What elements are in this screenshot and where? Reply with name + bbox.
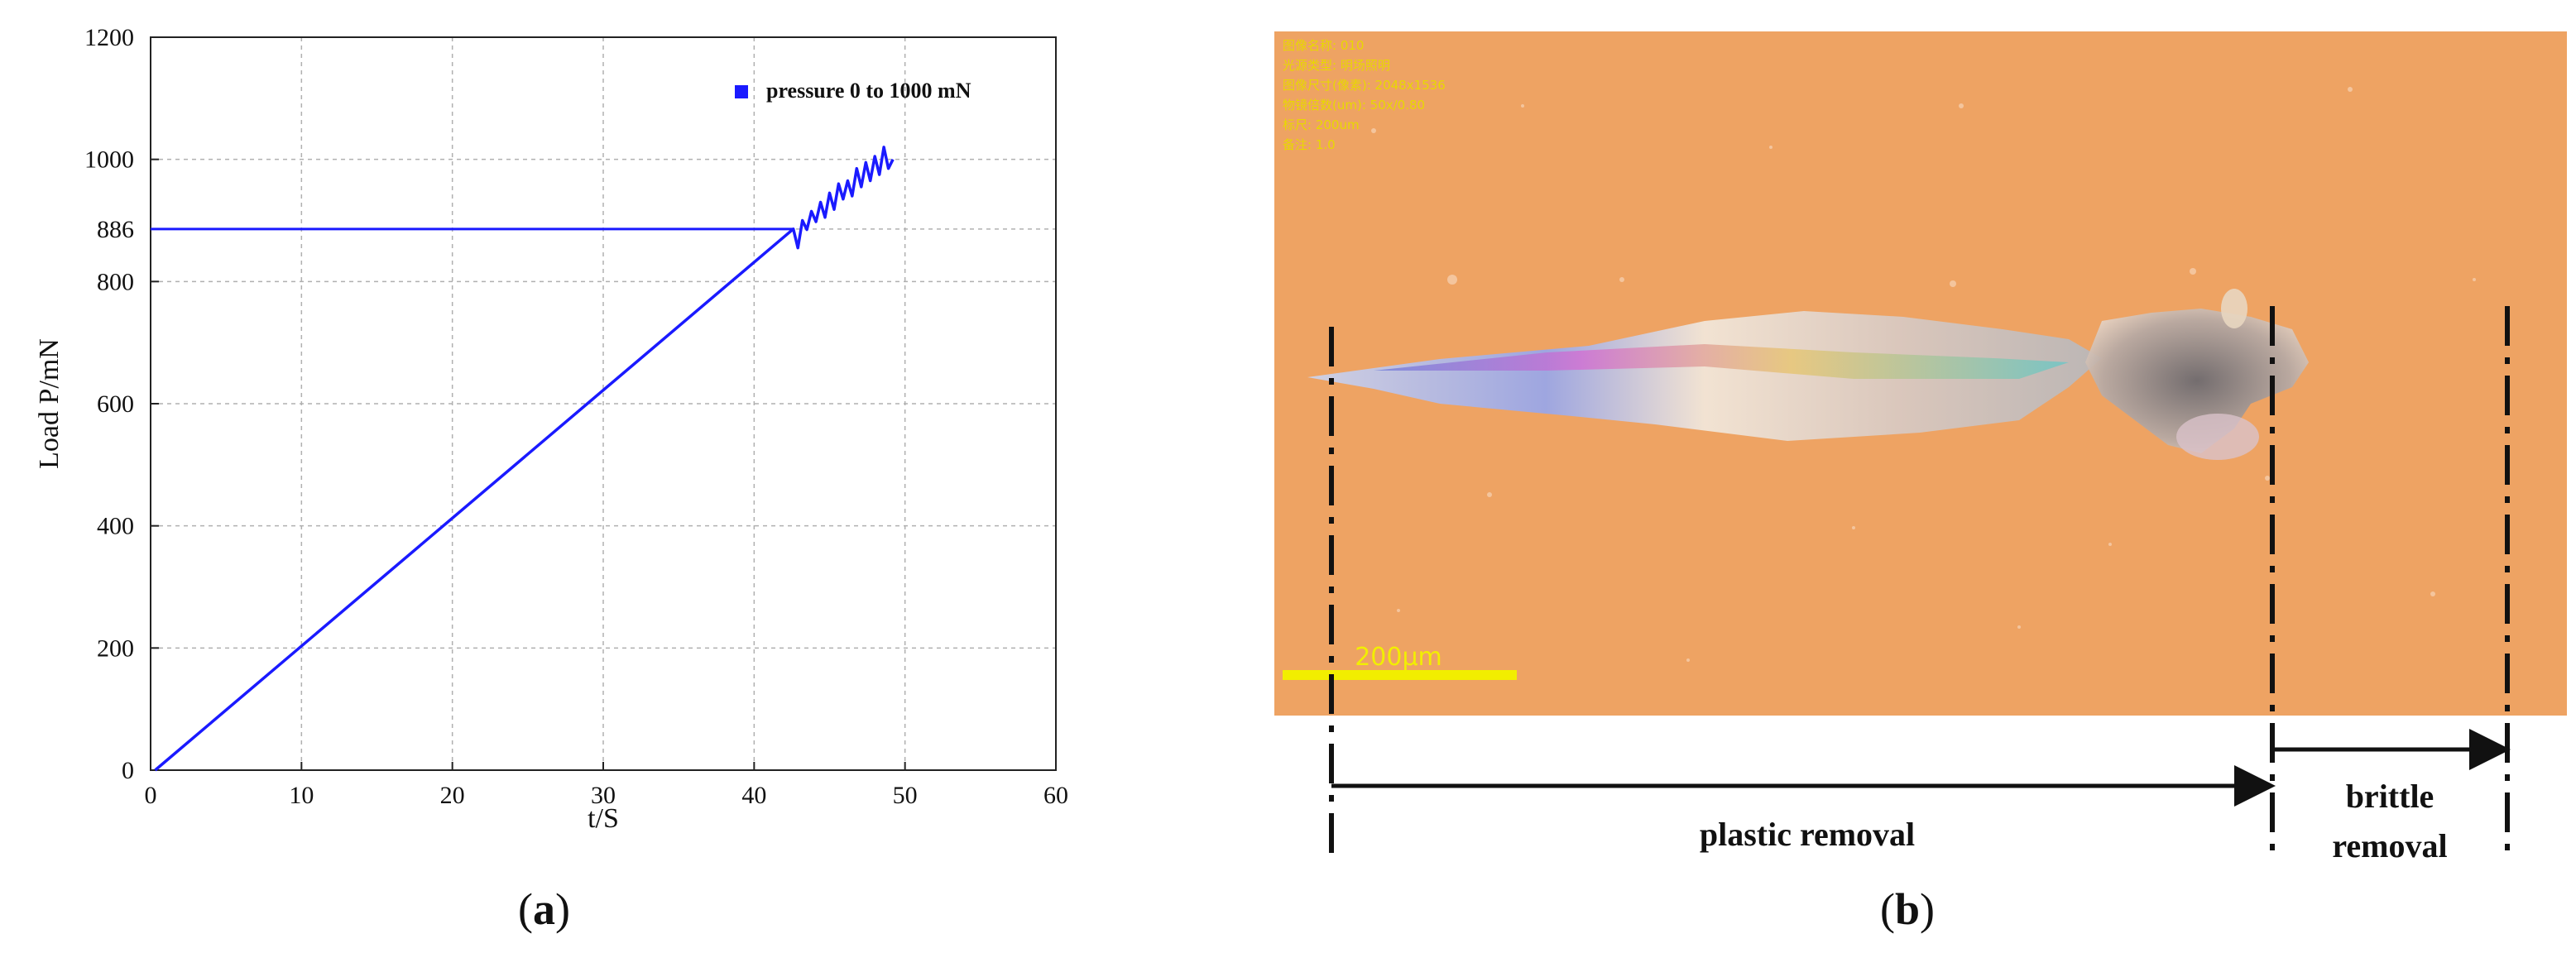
scratch-plastic-zone — [1307, 311, 2102, 441]
brittle-removal-label-line2: removal — [2332, 827, 2447, 864]
micrograph-image: 图像名称: 010 光源类型: 明场照明图像尺寸(像素): 2048x1536 物镜… — [1274, 31, 2567, 716]
panel-label-b: (b) — [1880, 884, 1936, 934]
y-tick-label: 800 — [97, 268, 134, 295]
overlay-info-line: 物镜倍数(um): 50x/0.80 — [1283, 98, 1425, 113]
overlay-info-line: 图像尺寸(像素): 2048x1536 — [1283, 78, 1446, 93]
scale-bar — [1283, 670, 1517, 680]
x-tick-label: 40 — [741, 782, 766, 809]
scratch-brittle-zone — [2085, 309, 2309, 453]
legend-marker — [735, 85, 748, 98]
x-axis-title: t/S — [588, 803, 619, 834]
x-tick-label: 0 — [145, 782, 157, 809]
overlay-info-line: 光源类型: 明场照明 — [1283, 58, 1390, 73]
x-tick-label: 60 — [1043, 782, 1068, 809]
x-tick-label: 20 — [440, 782, 465, 809]
x-tick-label: 50 — [893, 782, 918, 809]
legend-label: pressure 0 to 1000 mN — [766, 79, 971, 103]
chart-series — [151, 146, 895, 772]
x-tick-label: 10 — [289, 782, 314, 809]
scale-bar-label: 200μm — [1355, 643, 1442, 672]
series-line-pressure — [154, 146, 895, 772]
overlay-info-line: 标尺: 200um — [1283, 117, 1360, 132]
y-tick-label: 600 — [97, 390, 134, 418]
plastic-removal-label: plastic removal — [1700, 816, 1915, 853]
y-tick-label: 400 — [97, 513, 134, 540]
chart-legend: pressure 0 to 1000 mN — [735, 79, 971, 103]
y-tick-label: 0 — [122, 757, 134, 784]
brittle-removal-label-line1: brittle — [2346, 778, 2434, 815]
y-tick-label: 1200 — [84, 24, 134, 51]
y-tick-label: 200 — [97, 634, 134, 662]
y-tick-label: 886 — [97, 216, 134, 243]
overlay-info-line: 备注: 1.0 — [1283, 137, 1336, 152]
panel-label-a: (a) — [518, 884, 570, 934]
y-axis-title: Load P/mN — [34, 338, 65, 469]
x-tick-label: 30 — [591, 782, 616, 809]
overlay-info-line: 图像名称: 010 — [1283, 38, 1364, 53]
y-tick-label: 1000 — [84, 146, 134, 174]
